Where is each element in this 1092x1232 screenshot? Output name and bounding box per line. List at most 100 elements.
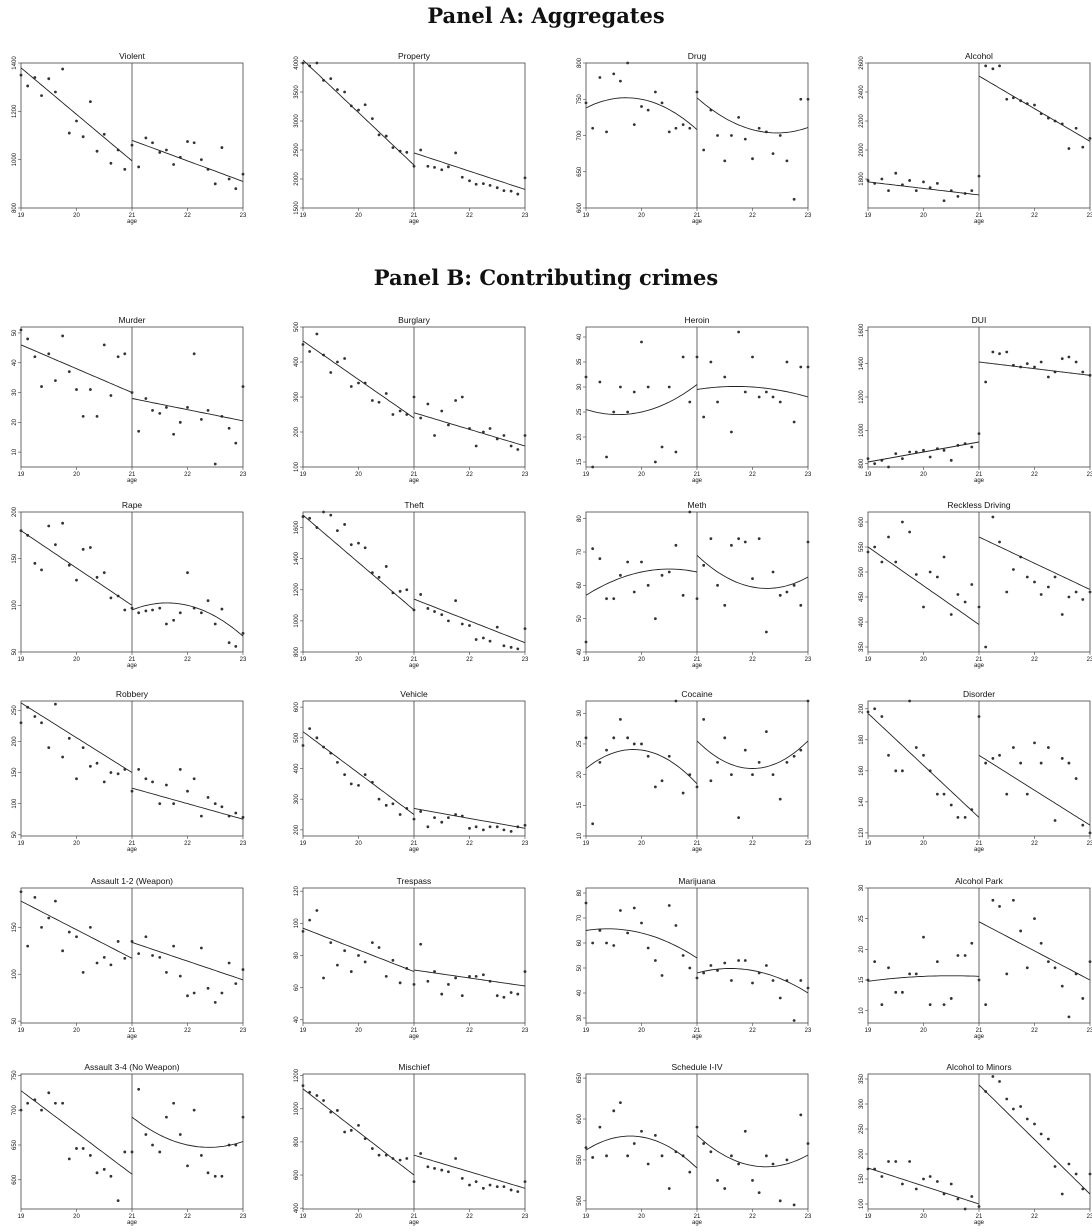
y-tick-label: 200 (859, 1148, 865, 1159)
data-point (377, 946, 381, 949)
data-point (894, 769, 898, 773)
data-point (681, 954, 685, 957)
data-point (928, 1175, 932, 1178)
data-point (523, 176, 527, 180)
plot-alcohol-park: Alcohol Park 10 15 20 25 30 19 20 21 22 23 age (859, 876, 1092, 1040)
x-tick-label: 21 (976, 472, 983, 478)
x-tick-label: 19 (583, 1214, 590, 1220)
data-point (206, 1171, 210, 1175)
y-tick-label: 600 (12, 1174, 18, 1185)
y-tick-label: 1200 (294, 1068, 300, 1082)
x-tick-label: 20 (920, 472, 927, 478)
data-point (764, 964, 768, 967)
data-point (412, 395, 416, 399)
data-point (792, 420, 796, 424)
data-point (67, 930, 71, 934)
fit-line-right (131, 398, 244, 422)
x-tick-label: 22 (184, 472, 191, 478)
data-point (426, 164, 430, 168)
data-point (454, 599, 458, 603)
data-point (646, 108, 650, 112)
data-point (468, 974, 471, 978)
data-point (213, 1000, 217, 1004)
y-tick-label: 20 (12, 418, 18, 425)
data-point (1088, 590, 1092, 594)
data-point (632, 590, 636, 594)
data-point (227, 177, 231, 181)
x-tick-label: 22 (184, 1214, 191, 1220)
data-point (343, 90, 347, 94)
plot-violent: Violent 800 1000 1200 1400 19 20 21 22 23 age (12, 51, 247, 225)
x-tick-label: 20 (355, 657, 362, 663)
data-point (130, 606, 134, 610)
data-point (481, 1186, 485, 1190)
data-point (757, 1191, 761, 1195)
plot-title: Meth (688, 500, 707, 510)
data-point (688, 126, 692, 130)
data-point (632, 742, 636, 746)
data-point (95, 149, 99, 153)
fit-line-left (302, 927, 415, 973)
x-tick-label: 20 (73, 213, 80, 219)
y-tick-label: 25 (859, 915, 865, 922)
fit-line-left (867, 441, 980, 463)
x-tick-label: 19 (300, 472, 307, 478)
data-point (102, 343, 106, 347)
data-point (908, 972, 912, 976)
data-point (495, 825, 499, 829)
data-point (806, 365, 810, 369)
plot-trespass: Trespass 40 60 80 100 120 19 20 21 22 23 age (294, 876, 529, 1040)
plot-schedule-i-iv: Schedule I-IV 500 550 600 650 19 20 21 22 23 age (577, 1062, 812, 1226)
data-point (737, 537, 741, 541)
y-tick-label: 250 (859, 1123, 865, 1134)
data-point (1081, 598, 1085, 601)
data-point (778, 593, 782, 597)
data-point (998, 1080, 1001, 1083)
data-point (234, 811, 238, 815)
x-axis-label: age (974, 1034, 985, 1040)
y-tick-label: 350 (859, 641, 865, 652)
fit-line-right (696, 1135, 809, 1168)
plot-title: Violent (119, 51, 145, 61)
x-tick-label: 22 (184, 1028, 191, 1034)
data-point (186, 994, 189, 998)
data-point (308, 918, 312, 922)
data-point (674, 699, 678, 703)
x-tick-label: 22 (1031, 841, 1038, 847)
data-point (158, 151, 162, 154)
x-tick-label: 20 (73, 1028, 80, 1034)
data-point (158, 411, 162, 415)
data-point (178, 974, 182, 978)
data-point (751, 981, 754, 985)
data-point (880, 1003, 884, 1006)
data-point (998, 64, 1001, 68)
data-point (398, 1158, 402, 1162)
data-point (1074, 126, 1078, 130)
y-tick-label: 450 (859, 591, 865, 602)
data-point (640, 1129, 643, 1133)
data-point (1046, 960, 1050, 964)
data-point (1067, 147, 1071, 150)
fit-line-right (696, 97, 809, 134)
y-tick-label: 200 (294, 426, 300, 437)
data-point (88, 925, 92, 929)
data-point (901, 520, 904, 524)
data-point (751, 773, 754, 777)
fit-line-right (131, 1116, 244, 1148)
data-point (681, 593, 685, 597)
data-point (653, 785, 657, 789)
data-point (792, 583, 796, 587)
data-point (806, 986, 810, 990)
fit-line-right (696, 968, 809, 994)
fit-line-left (302, 340, 415, 419)
data-point (343, 773, 347, 777)
data-point (33, 895, 37, 899)
fit-line-left (867, 181, 980, 196)
data-point (172, 432, 176, 436)
y-tick-label: 350 (859, 1073, 865, 1084)
y-tick-label: 10 (577, 832, 583, 839)
data-point (660, 1154, 664, 1158)
data-point (799, 97, 803, 101)
y-tick-label: 1200 (12, 104, 18, 118)
data-point (116, 355, 120, 359)
